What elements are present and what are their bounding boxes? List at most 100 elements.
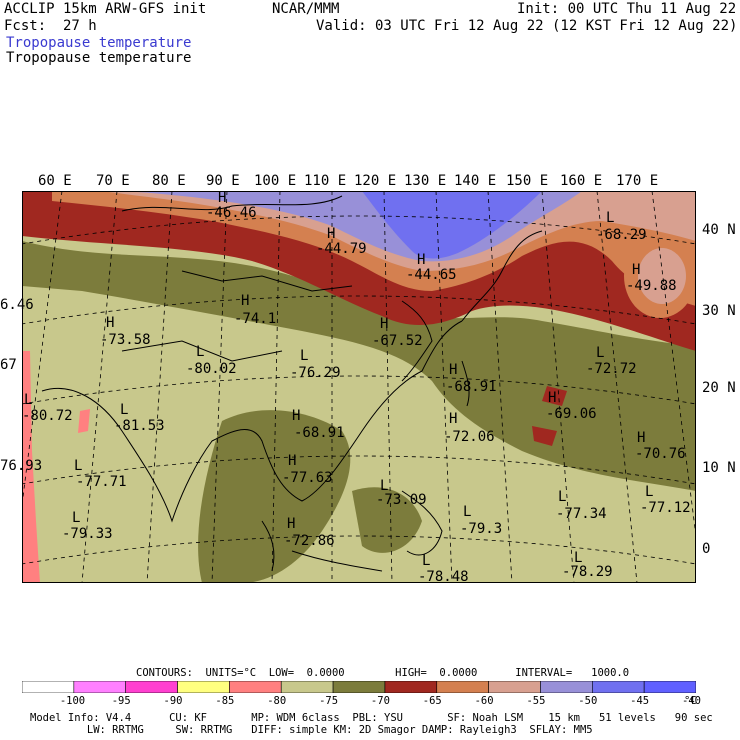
pressure-center-value: 76.93 <box>0 458 43 474</box>
pressure-center-symbol: H <box>449 411 458 427</box>
pressure-center-symbol: L <box>72 510 81 526</box>
legend-label: -75 <box>319 695 339 707</box>
pressure-center-symbol: L <box>120 402 129 418</box>
pressure-center-value: -77.63 <box>282 470 333 486</box>
legend-label: -95 <box>111 695 131 707</box>
pressure-center-symbol: L <box>196 344 205 360</box>
pressure-center-value: -49.88 <box>626 278 677 294</box>
pressure-center-symbol: H <box>548 390 557 406</box>
pressure-center-value: -81.53 <box>114 418 165 434</box>
legend-label: -85 <box>215 695 235 707</box>
lat-label: 40 N <box>702 222 736 238</box>
pressure-center-value: -73.09 <box>376 492 427 508</box>
pressure-center-value: -69.06 <box>546 406 597 422</box>
forecast-hour: Fcst: 27 h <box>4 18 97 34</box>
pressure-center-symbol: L <box>74 458 83 474</box>
legend-swatch <box>592 681 645 693</box>
legend-swatch <box>22 681 75 693</box>
pressure-center-symbol: L <box>606 210 615 226</box>
legend-swatch <box>540 681 593 693</box>
legend-swatch <box>332 681 386 693</box>
valid-time: Valid: 03 UTC Fri 12 Aug 22 (12 KST Fri … <box>316 18 738 34</box>
legend-swatch <box>229 681 282 693</box>
legend-swatch <box>125 681 178 693</box>
pressure-center-value: -78.29 <box>562 564 613 580</box>
lon-label: 60 E <box>38 173 72 189</box>
pressure-center-value: -72.86 <box>284 533 335 549</box>
legend-swatch <box>280 681 334 693</box>
legend-swatch <box>73 681 126 693</box>
field-title-blue: Tropopause temperature <box>6 35 192 51</box>
pressure-center-value: -79.3 <box>460 521 503 537</box>
lon-label: 160 E <box>560 173 603 189</box>
pressure-center-symbol: H <box>327 226 336 242</box>
lon-label: 120 E <box>354 173 397 189</box>
lon-label: 170 E <box>616 173 659 189</box>
pressure-center-value: -67.52 <box>372 333 423 349</box>
pressure-center-value: -72.06 <box>444 429 495 445</box>
pressure-center-value: -80.72 <box>22 408 73 424</box>
pressure-center-symbol: L <box>300 348 309 364</box>
pressure-center-symbol: H <box>417 252 426 268</box>
pressure-center-value: -80.02 <box>186 361 237 377</box>
lat-label: 30 N <box>702 303 736 319</box>
pressure-center-symbol: H <box>449 362 458 378</box>
color-legend-bar <box>22 681 696 693</box>
field-title: Tropopause temperature <box>6 50 192 66</box>
legend-swatch <box>436 681 489 693</box>
init-time: Init: 00 UTC Thu 11 Aug 22 <box>517 1 737 17</box>
legend-label: -45 <box>630 695 650 707</box>
legend-label: -65 <box>422 695 442 707</box>
pressure-center-symbol: H <box>632 262 641 278</box>
pressure-center-symbol: H <box>292 408 301 424</box>
pressure-center-symbol: L <box>645 484 654 500</box>
legend-swatch <box>384 681 438 693</box>
pressure-center-value: -68.29 <box>596 227 647 243</box>
pressure-center-symbol: H <box>106 315 115 331</box>
pressure-center-value: -73.58 <box>100 332 151 348</box>
legend-swatch <box>488 681 541 693</box>
pressure-center-value: -70.76 <box>635 446 686 462</box>
pressure-center-symbol: H <box>287 516 296 532</box>
fill-minus80-strip <box>22 351 40 583</box>
lat-label: 10 N <box>702 460 736 476</box>
fill-minus45-region <box>362 191 542 259</box>
contours-info: CONTOURS: UNITS=°C LOW= 0.0000 HIGH= 0.0… <box>136 667 630 679</box>
pressure-center-symbol: H <box>218 190 227 206</box>
pressure-center-value: -79.33 <box>62 526 113 542</box>
lat-label: 20 N <box>702 380 736 396</box>
pressure-center-symbol: H <box>241 293 250 309</box>
pressure-center-value: -77.34 <box>556 506 607 522</box>
pressure-center-symbol: H <box>288 453 297 469</box>
pressure-center-symbol: L <box>24 392 33 408</box>
legend-label: -50 <box>578 695 598 707</box>
lat-label: 0 <box>702 541 711 557</box>
fill-eddy-inner <box>638 248 686 304</box>
lon-label: 110 E <box>304 173 347 189</box>
pressure-center-value: -46.46 <box>206 205 257 221</box>
lon-label: 150 E <box>506 173 549 189</box>
pressure-center-value: -72.72 <box>586 361 637 377</box>
legend-label: -90 <box>163 695 183 707</box>
legend-label: -80 <box>267 695 287 707</box>
legend-label: -60 <box>474 695 494 707</box>
lon-label: 130 E <box>404 173 447 189</box>
pressure-center-symbol: L <box>558 489 567 505</box>
coastlines <box>41 195 543 572</box>
tropopause-temperature-map <box>22 191 696 583</box>
pressure-center-value: -68.91 <box>446 379 497 395</box>
lat-lon-grid <box>22 191 696 583</box>
pressure-center-value: 6.46 <box>0 297 34 313</box>
pressure-center-symbol: L <box>422 553 431 569</box>
pressure-center-value: -78.48 <box>418 569 469 585</box>
lon-label: 100 E <box>254 173 297 189</box>
pressure-center-value: 67 <box>0 357 17 373</box>
legend-swatch <box>643 681 696 693</box>
legend-label: -55 <box>526 695 546 707</box>
pressure-center-value: -44.79 <box>316 241 367 257</box>
model-info-line1: Model Info: V4.4 CU: KF MP: WDM 6class P… <box>30 712 713 724</box>
model-info-line2: LW: RRTMG SW: RRTMG DIFF: simple KM: 2D … <box>30 724 593 736</box>
lon-label: 140 E <box>454 173 497 189</box>
lon-label: 90 E <box>206 173 240 189</box>
pressure-center-symbol: H <box>637 430 646 446</box>
